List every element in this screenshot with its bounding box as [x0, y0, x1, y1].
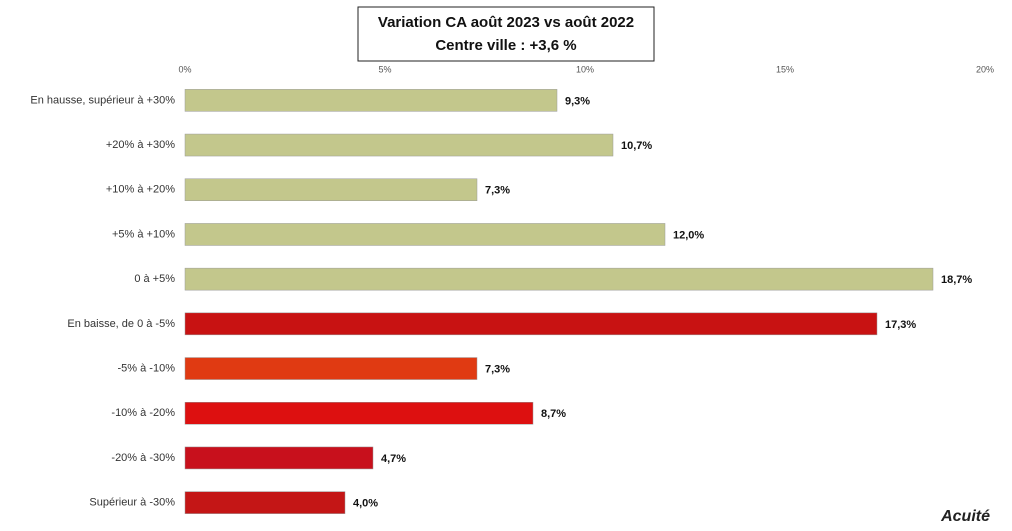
y-tick-label: -5% à -10%	[118, 362, 176, 374]
chart-subtitle: Centre ville : +3,6 %	[435, 37, 576, 54]
y-tick-label: +10% à +20%	[106, 184, 175, 196]
bar	[184, 312, 878, 336]
y-tick-label: 0 à +5%	[134, 273, 175, 285]
y-tick-label: Supérieur à -30%	[89, 497, 175, 509]
bar	[184, 133, 614, 157]
x-tick-label: 20%	[976, 64, 994, 74]
bar	[184, 178, 478, 201]
value-label: 18,7%	[941, 274, 972, 286]
chart-title: Variation CA août 2023 vs août 2022	[378, 14, 634, 31]
y-tick-label: En baisse, de 0 à -5%	[67, 318, 175, 330]
x-tick-label: 0%	[178, 64, 191, 74]
bar	[184, 357, 478, 380]
x-tick-label: 5%	[378, 64, 391, 74]
title-box	[357, 6, 655, 62]
y-tick-label: +5% à +10%	[112, 228, 175, 240]
bar	[184, 223, 666, 246]
x-tick-label: 10%	[576, 64, 594, 74]
y-tick-label: -20% à -30%	[111, 452, 175, 464]
value-label: 10,7%	[621, 140, 652, 152]
x-tick-label: 15%	[776, 64, 794, 74]
bar	[184, 267, 934, 291]
y-tick-label: -10% à -20%	[111, 407, 175, 419]
bar	[184, 446, 374, 470]
y-tick-label: En hausse, supérieur à +30%	[30, 94, 175, 106]
value-label: 7,3%	[485, 185, 510, 197]
value-label: 4,7%	[381, 453, 406, 465]
bar	[184, 491, 346, 514]
value-label: 8,7%	[541, 408, 566, 420]
y-tick-label: +20% à +30%	[106, 139, 175, 151]
value-label: 17,3%	[885, 319, 916, 331]
bar	[184, 402, 534, 425]
bar	[184, 89, 558, 112]
value-label: 4,0%	[353, 498, 378, 510]
logo: Acuité	[940, 508, 990, 525]
value-label: 9,3%	[565, 95, 590, 107]
value-label: 7,3%	[485, 363, 510, 375]
value-label: 12,0%	[673, 229, 704, 241]
